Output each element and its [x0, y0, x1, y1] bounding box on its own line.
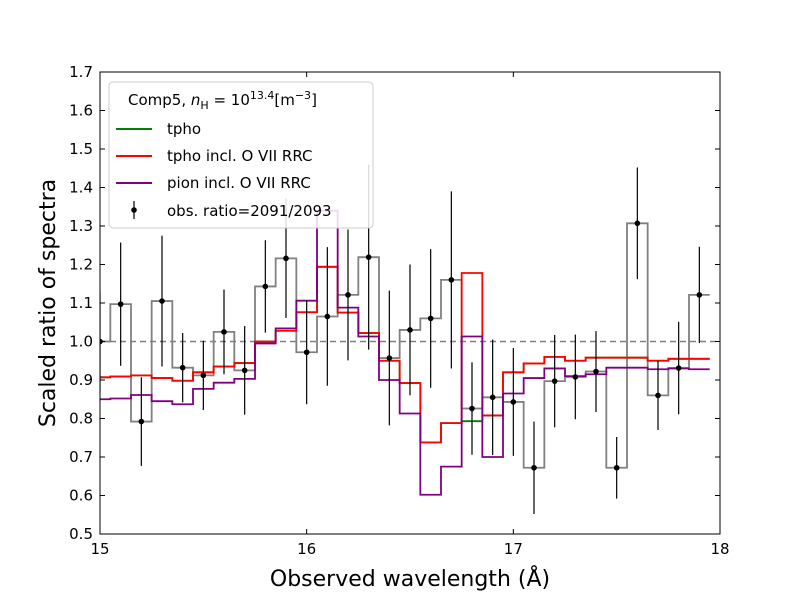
obs-marker — [138, 418, 145, 425]
obs-point — [613, 436, 620, 499]
y-tick-label: 0.6 — [69, 487, 93, 505]
obs-marker — [634, 220, 641, 227]
obs-point — [324, 247, 331, 386]
y-tick-label: 1.5 — [69, 140, 93, 158]
obs-marker — [489, 394, 496, 401]
obs-marker — [365, 254, 372, 260]
obs-marker — [179, 364, 186, 371]
obs-point — [221, 289, 227, 375]
obs-point — [696, 246, 703, 344]
y-tick-label: 1.4 — [69, 179, 93, 197]
obs-point — [303, 300, 310, 405]
obs-point — [655, 360, 661, 431]
obs-point — [200, 340, 207, 411]
obs-marker — [469, 405, 475, 412]
series-layer — [100, 164, 710, 514]
obs-point — [407, 264, 413, 396]
y-tick-label: 1.1 — [69, 294, 93, 312]
obs-marker — [427, 315, 434, 322]
series-line-pion-incl-o-vii-rrc — [100, 209, 710, 496]
obs-point — [448, 191, 455, 369]
obs-marker — [386, 355, 393, 361]
obs-marker — [675, 365, 682, 371]
obs-marker — [303, 349, 310, 356]
y-tick-label: 1.2 — [69, 256, 93, 274]
obs-point — [241, 326, 248, 415]
obs-marker — [200, 372, 207, 379]
obs-point — [572, 334, 579, 420]
obs-marker — [551, 378, 558, 384]
obs-point — [675, 321, 682, 415]
y-tick-label: 0.5 — [69, 525, 93, 543]
obs-marker — [283, 255, 289, 262]
legend-label-obs: obs. ratio=2091/2093 — [167, 202, 332, 220]
legend-label-tpho: tpho — [167, 120, 201, 138]
x-tick-label: 18 — [710, 540, 729, 558]
obs-point — [531, 421, 537, 514]
obs-marker — [241, 367, 248, 374]
y-tick-label: 0.7 — [69, 448, 93, 466]
obs-marker — [510, 399, 517, 405]
x-tick-label: 15 — [90, 540, 109, 558]
y-tick-label: 1.0 — [69, 333, 93, 351]
legend-label-pion-rrc: pion incl. O VII RRC — [167, 174, 311, 192]
obs-point — [159, 235, 165, 367]
obs-point — [262, 240, 269, 333]
obs-point — [117, 242, 124, 366]
obs-point — [386, 290, 393, 426]
x-tick-label: 17 — [504, 540, 523, 558]
y-tick-label: 0.9 — [69, 371, 93, 389]
legend-swatch-obs — [131, 201, 137, 219]
y-tick-label: 0.8 — [69, 410, 93, 428]
obs-point — [179, 333, 186, 403]
legend: Comp5, nH = 1013.4[m−3] tpho tpho incl. … — [108, 81, 374, 229]
legend-box — [108, 81, 374, 229]
obs-point — [345, 229, 351, 361]
obs-point — [551, 334, 558, 428]
obs-marker — [593, 368, 599, 375]
y-tick-label: 1.6 — [69, 102, 93, 120]
obs-marker — [159, 298, 165, 304]
obs-point — [469, 362, 475, 455]
obs-marker — [448, 277, 455, 283]
y-tick-label: 1.7 — [69, 63, 93, 81]
obs-point — [593, 331, 599, 412]
obs-marker — [655, 392, 661, 399]
x-tick-label: 16 — [297, 540, 316, 558]
obs-marker — [262, 283, 269, 290]
obs-marker — [531, 464, 537, 471]
obs-point — [634, 167, 641, 280]
obs-marker — [345, 292, 351, 298]
obs-marker — [324, 313, 331, 320]
obs-marker — [613, 464, 620, 471]
y-tick-label: 1.3 — [69, 217, 93, 235]
obs-point — [489, 339, 496, 456]
obs-marker — [407, 327, 413, 333]
obs-marker — [696, 292, 703, 298]
y-axis-label: Scaled ratio of spectra — [36, 179, 61, 427]
obs-point — [138, 377, 145, 466]
obs-marker — [221, 329, 227, 335]
axis-ticks: 15 16 17 18 0.5 0.6 0.7 0.8 0.9 1.0 1.1 1.2 1.3 1.4 1.… — [69, 63, 729, 558]
x-axis-label: Observed wavelength (Å) — [270, 565, 550, 592]
obs-point — [510, 348, 517, 456]
obs-marker — [572, 374, 579, 380]
obs-point — [427, 249, 434, 388]
legend-label-tpho-rrc: tpho incl. O VII RRC — [167, 147, 313, 165]
legend-title: Comp5, nH = 1013.4[m−3] — [128, 89, 317, 112]
obs-marker — [117, 301, 124, 307]
